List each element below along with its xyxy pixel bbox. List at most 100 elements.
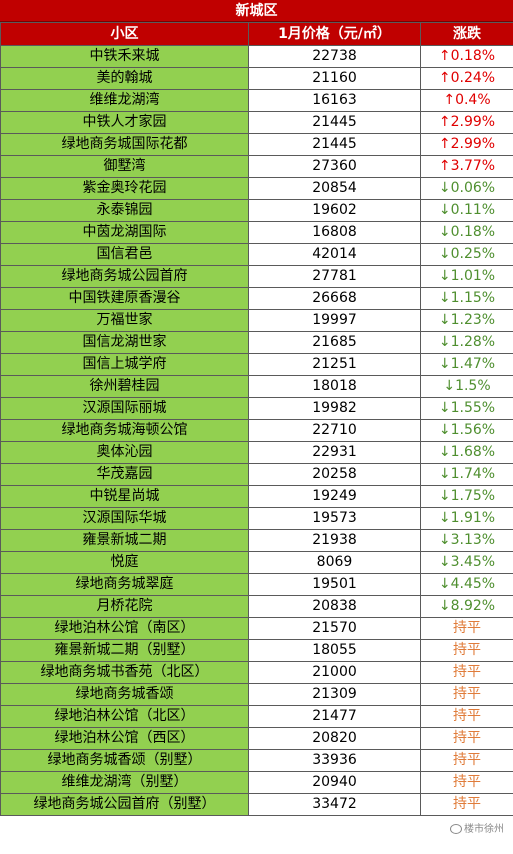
price-cell: 18055 (248, 639, 421, 662)
table-row: 雍景新城二期（别墅） 18055 持平 (0, 639, 513, 662)
price-cell: 20258 (248, 463, 421, 486)
change-cell: 持平 (420, 639, 513, 662)
price-cell: 21160 (248, 67, 421, 90)
table-row: 维维龙湖湾（别墅） 20940 持平 (0, 771, 513, 794)
price-cell: 21251 (248, 353, 421, 376)
table-row: 中铁禾来城 22738 ↑0.18% (0, 45, 513, 68)
community-name-cell: 绿地泊林公馆（北区） (0, 705, 249, 728)
community-name-cell: 维维龙湖湾（别墅） (0, 771, 249, 794)
change-cell: ↓1.28% (420, 331, 513, 354)
change-cell: 持平 (420, 793, 513, 816)
community-name-cell: 月桥花院 (0, 595, 249, 618)
community-name-cell: 绿地商务城公园首府 (0, 265, 249, 288)
community-name-cell: 雍景新城二期 (0, 529, 249, 552)
table-row: 绿地商务城书香苑（北区） 21000 持平 (0, 661, 513, 684)
table-row: 国信龙湖世家 21685 ↓1.28% (0, 331, 513, 354)
change-cell: ↑0.24% (420, 67, 513, 90)
change-cell: ↓1.01% (420, 265, 513, 288)
community-name-cell: 奥体沁园 (0, 441, 249, 464)
price-cell: 18018 (248, 375, 421, 398)
change-cell: ↑0.4% (420, 89, 513, 112)
change-cell: ↑2.99% (420, 111, 513, 134)
community-name-cell: 绿地商务城香颂 (0, 683, 249, 706)
table-row: 绿地泊林公馆（北区） 21477 持平 (0, 705, 513, 728)
community-name-cell: 维维龙湖湾 (0, 89, 249, 112)
price-cell: 33472 (248, 793, 421, 816)
change-cell: 持平 (420, 661, 513, 684)
price-cell: 21309 (248, 683, 421, 706)
table-row: 国信上城学府 21251 ↓1.47% (0, 353, 513, 376)
community-name-cell: 华茂嘉园 (0, 463, 249, 486)
price-cell: 19573 (248, 507, 421, 530)
table-row: 汉源国际丽城 19982 ↓1.55% (0, 397, 513, 420)
table-row: 绿地商务城海顿公馆 22710 ↓1.56% (0, 419, 513, 442)
community-name-cell: 汉源国际华城 (0, 507, 249, 530)
community-name-cell: 中锐星尚城 (0, 485, 249, 508)
price-cell: 16163 (248, 89, 421, 112)
price-cell: 26668 (248, 287, 421, 310)
community-name-cell: 国信龙湖世家 (0, 331, 249, 354)
price-cell: 8069 (248, 551, 421, 574)
price-cell: 16808 (248, 221, 421, 244)
table-row: 中国铁建原香漫谷 26668 ↓1.15% (0, 287, 513, 310)
table-row: 奥体沁园 22931 ↓1.68% (0, 441, 513, 464)
change-cell: ↓0.25% (420, 243, 513, 266)
change-cell: 持平 (420, 705, 513, 728)
table-row: 徐州碧桂园 18018 ↓1.5% (0, 375, 513, 398)
price-cell: 19602 (248, 199, 421, 222)
table-row: 雍景新城二期 21938 ↓3.13% (0, 529, 513, 552)
table-title: 新城区 (0, 0, 513, 22)
change-cell: ↑3.77% (420, 155, 513, 178)
price-cell: 22738 (248, 45, 421, 68)
change-cell: 持平 (420, 727, 513, 750)
change-cell: ↓1.47% (420, 353, 513, 376)
price-cell: 20820 (248, 727, 421, 750)
community-name-cell: 绿地商务城公园首府（别墅） (0, 793, 249, 816)
price-cell: 19501 (248, 573, 421, 596)
price-cell: 42014 (248, 243, 421, 266)
price-cell: 20940 (248, 771, 421, 794)
community-name-cell: 绿地商务城书香苑（北区） (0, 661, 249, 684)
change-cell: ↓1.55% (420, 397, 513, 420)
watermark: 楼市徐州 (447, 819, 507, 836)
price-cell: 27781 (248, 265, 421, 288)
change-cell: ↓1.5% (420, 375, 513, 398)
change-cell: 持平 (420, 617, 513, 640)
table-row: 国信君邑 42014 ↓0.25% (0, 243, 513, 266)
table-body: 中铁禾来城 22738 ↑0.18% 美的翰城 21160 ↑0.24% 维维龙湖湾 1616… (0, 45, 513, 816)
price-cell: 21000 (248, 661, 421, 684)
price-cell: 21477 (248, 705, 421, 728)
price-cell: 27360 (248, 155, 421, 178)
header-change: 涨跌 (420, 22, 513, 46)
change-cell: ↓1.75% (420, 485, 513, 508)
change-cell: 持平 (420, 749, 513, 772)
community-name-cell: 汉源国际丽城 (0, 397, 249, 420)
community-name-cell: 永泰锦园 (0, 199, 249, 222)
price-table-sheet: 新城区 小区 1月价格（元/㎡） 涨跌 中铁禾来城 22738 ↑0.18% 美的翰城… (0, 0, 513, 816)
table-row: 月桥花院 20838 ↓8.92% (0, 595, 513, 618)
table-row: 悦庭 8069 ↓3.45% (0, 551, 513, 574)
header-row: 小区 1月价格（元/㎡） 涨跌 (0, 22, 513, 46)
wechat-icon (450, 824, 462, 834)
change-cell: 持平 (420, 683, 513, 706)
table-row: 中锐星尚城 19249 ↓1.75% (0, 485, 513, 508)
change-cell: ↓4.45% (420, 573, 513, 596)
community-name-cell: 美的翰城 (0, 67, 249, 90)
price-cell: 21445 (248, 111, 421, 134)
watermark-text: 楼市徐州 (464, 824, 504, 835)
price-cell: 19249 (248, 485, 421, 508)
table-row: 永泰锦园 19602 ↓0.11% (0, 199, 513, 222)
price-cell: 21938 (248, 529, 421, 552)
change-cell: ↓1.68% (420, 441, 513, 464)
table-row: 绿地泊林公馆（西区） 20820 持平 (0, 727, 513, 750)
table-row: 绿地商务城公园首府（别墅） 33472 持平 (0, 793, 513, 816)
community-name-cell: 中茵龙湖国际 (0, 221, 249, 244)
price-cell: 20838 (248, 595, 421, 618)
table-row: 御墅湾 27360 ↑3.77% (0, 155, 513, 178)
community-name-cell: 中铁人才家园 (0, 111, 249, 134)
change-cell: ↓0.11% (420, 199, 513, 222)
price-cell: 19982 (248, 397, 421, 420)
table-row: 紫金奥玲花园 20854 ↓0.06% (0, 177, 513, 200)
price-cell: 21445 (248, 133, 421, 156)
change-cell: ↓1.56% (420, 419, 513, 442)
